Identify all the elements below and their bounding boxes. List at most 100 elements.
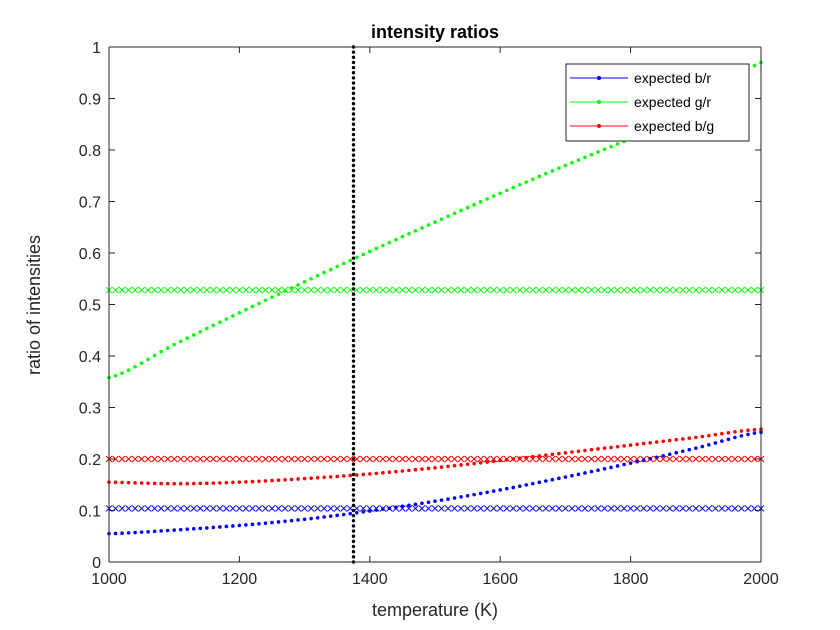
dot-marker [351, 550, 356, 554]
x-marker [268, 455, 276, 463]
data-point [296, 477, 300, 481]
x-marker [131, 505, 139, 512]
x-marker [666, 286, 674, 294]
x-marker [216, 286, 224, 294]
data-point [113, 531, 118, 536]
dot-marker [351, 261, 356, 265]
x-marker [633, 455, 641, 463]
data-point [152, 529, 157, 534]
data-point [544, 453, 548, 457]
x-tick-label: 2000 [743, 571, 779, 588]
x-marker [627, 286, 634, 294]
data-point [407, 231, 411, 236]
data-point [433, 465, 437, 470]
data-point [596, 468, 600, 473]
data-point [276, 520, 281, 524]
dot-marker [351, 277, 356, 281]
data-point [335, 264, 340, 269]
data-point [446, 464, 450, 469]
data-point [348, 258, 353, 263]
data-point [511, 457, 516, 461]
dot-marker [351, 447, 356, 451]
x-marker [177, 286, 185, 294]
x-marker [359, 455, 367, 463]
x-marker [366, 505, 374, 512]
x-marker [268, 286, 276, 294]
data-point [146, 481, 150, 486]
x-marker [522, 286, 530, 294]
x-marker [307, 505, 315, 512]
x-marker [549, 286, 556, 294]
data-point [289, 518, 294, 523]
x-marker [288, 505, 295, 512]
data-point [211, 481, 216, 485]
data-point [381, 471, 385, 475]
x-marker [386, 286, 393, 294]
y-tick-label: 0.6 [79, 246, 101, 263]
x-marker [490, 286, 498, 294]
x-marker [236, 286, 243, 294]
x-marker [262, 455, 269, 463]
data-point [602, 147, 607, 152]
x-marker [503, 286, 511, 294]
data-point [126, 368, 131, 372]
data-point [609, 144, 613, 149]
x-marker [281, 505, 289, 512]
x-marker [535, 505, 543, 512]
x-marker [177, 455, 185, 463]
data-point [244, 523, 248, 527]
x-marker [138, 286, 145, 294]
x-marker [203, 286, 211, 294]
x-marker [229, 455, 237, 463]
x-marker [653, 505, 661, 512]
data-point [146, 529, 150, 534]
legend-swatch-marker [597, 124, 601, 128]
x-marker [575, 286, 582, 294]
data-point [113, 480, 118, 485]
data-point [302, 280, 307, 284]
data-point [328, 475, 333, 479]
dot-marker [351, 369, 356, 374]
x-marker [359, 286, 367, 294]
data-point [354, 510, 359, 515]
dot-marker [351, 524, 356, 528]
data-point [198, 526, 203, 531]
x-marker [438, 455, 445, 463]
x-marker [646, 505, 654, 512]
x-marker [659, 455, 667, 463]
x-marker [731, 455, 739, 463]
data-point [159, 481, 163, 486]
data-point [680, 449, 685, 454]
data-point [726, 437, 731, 442]
x-marker [314, 455, 321, 463]
dot-marker [351, 174, 356, 178]
data-point [524, 483, 529, 487]
dot-marker [351, 225, 356, 229]
x-marker [594, 505, 602, 512]
dot-marker [351, 462, 356, 466]
x-marker [438, 286, 445, 294]
data-point [381, 507, 385, 511]
x-marker [294, 505, 302, 512]
dot-marker [351, 132, 356, 137]
x-marker [672, 286, 680, 294]
dot-marker [351, 271, 356, 276]
data-point [433, 220, 437, 224]
x-marker [431, 455, 439, 463]
x-marker [444, 455, 452, 463]
data-point [602, 446, 607, 450]
data-point [550, 169, 555, 173]
data-point [263, 479, 268, 483]
x-marker [607, 286, 615, 294]
data-point [439, 217, 444, 221]
data-point [139, 481, 144, 485]
x-marker [203, 505, 211, 512]
data-point [302, 517, 307, 522]
x-marker [288, 286, 295, 294]
data-point [570, 473, 574, 478]
x-marker [529, 286, 537, 294]
dot-marker [351, 364, 356, 368]
y-tick-label: 0 [92, 555, 101, 572]
x-marker [242, 455, 250, 463]
data-point [576, 158, 581, 162]
